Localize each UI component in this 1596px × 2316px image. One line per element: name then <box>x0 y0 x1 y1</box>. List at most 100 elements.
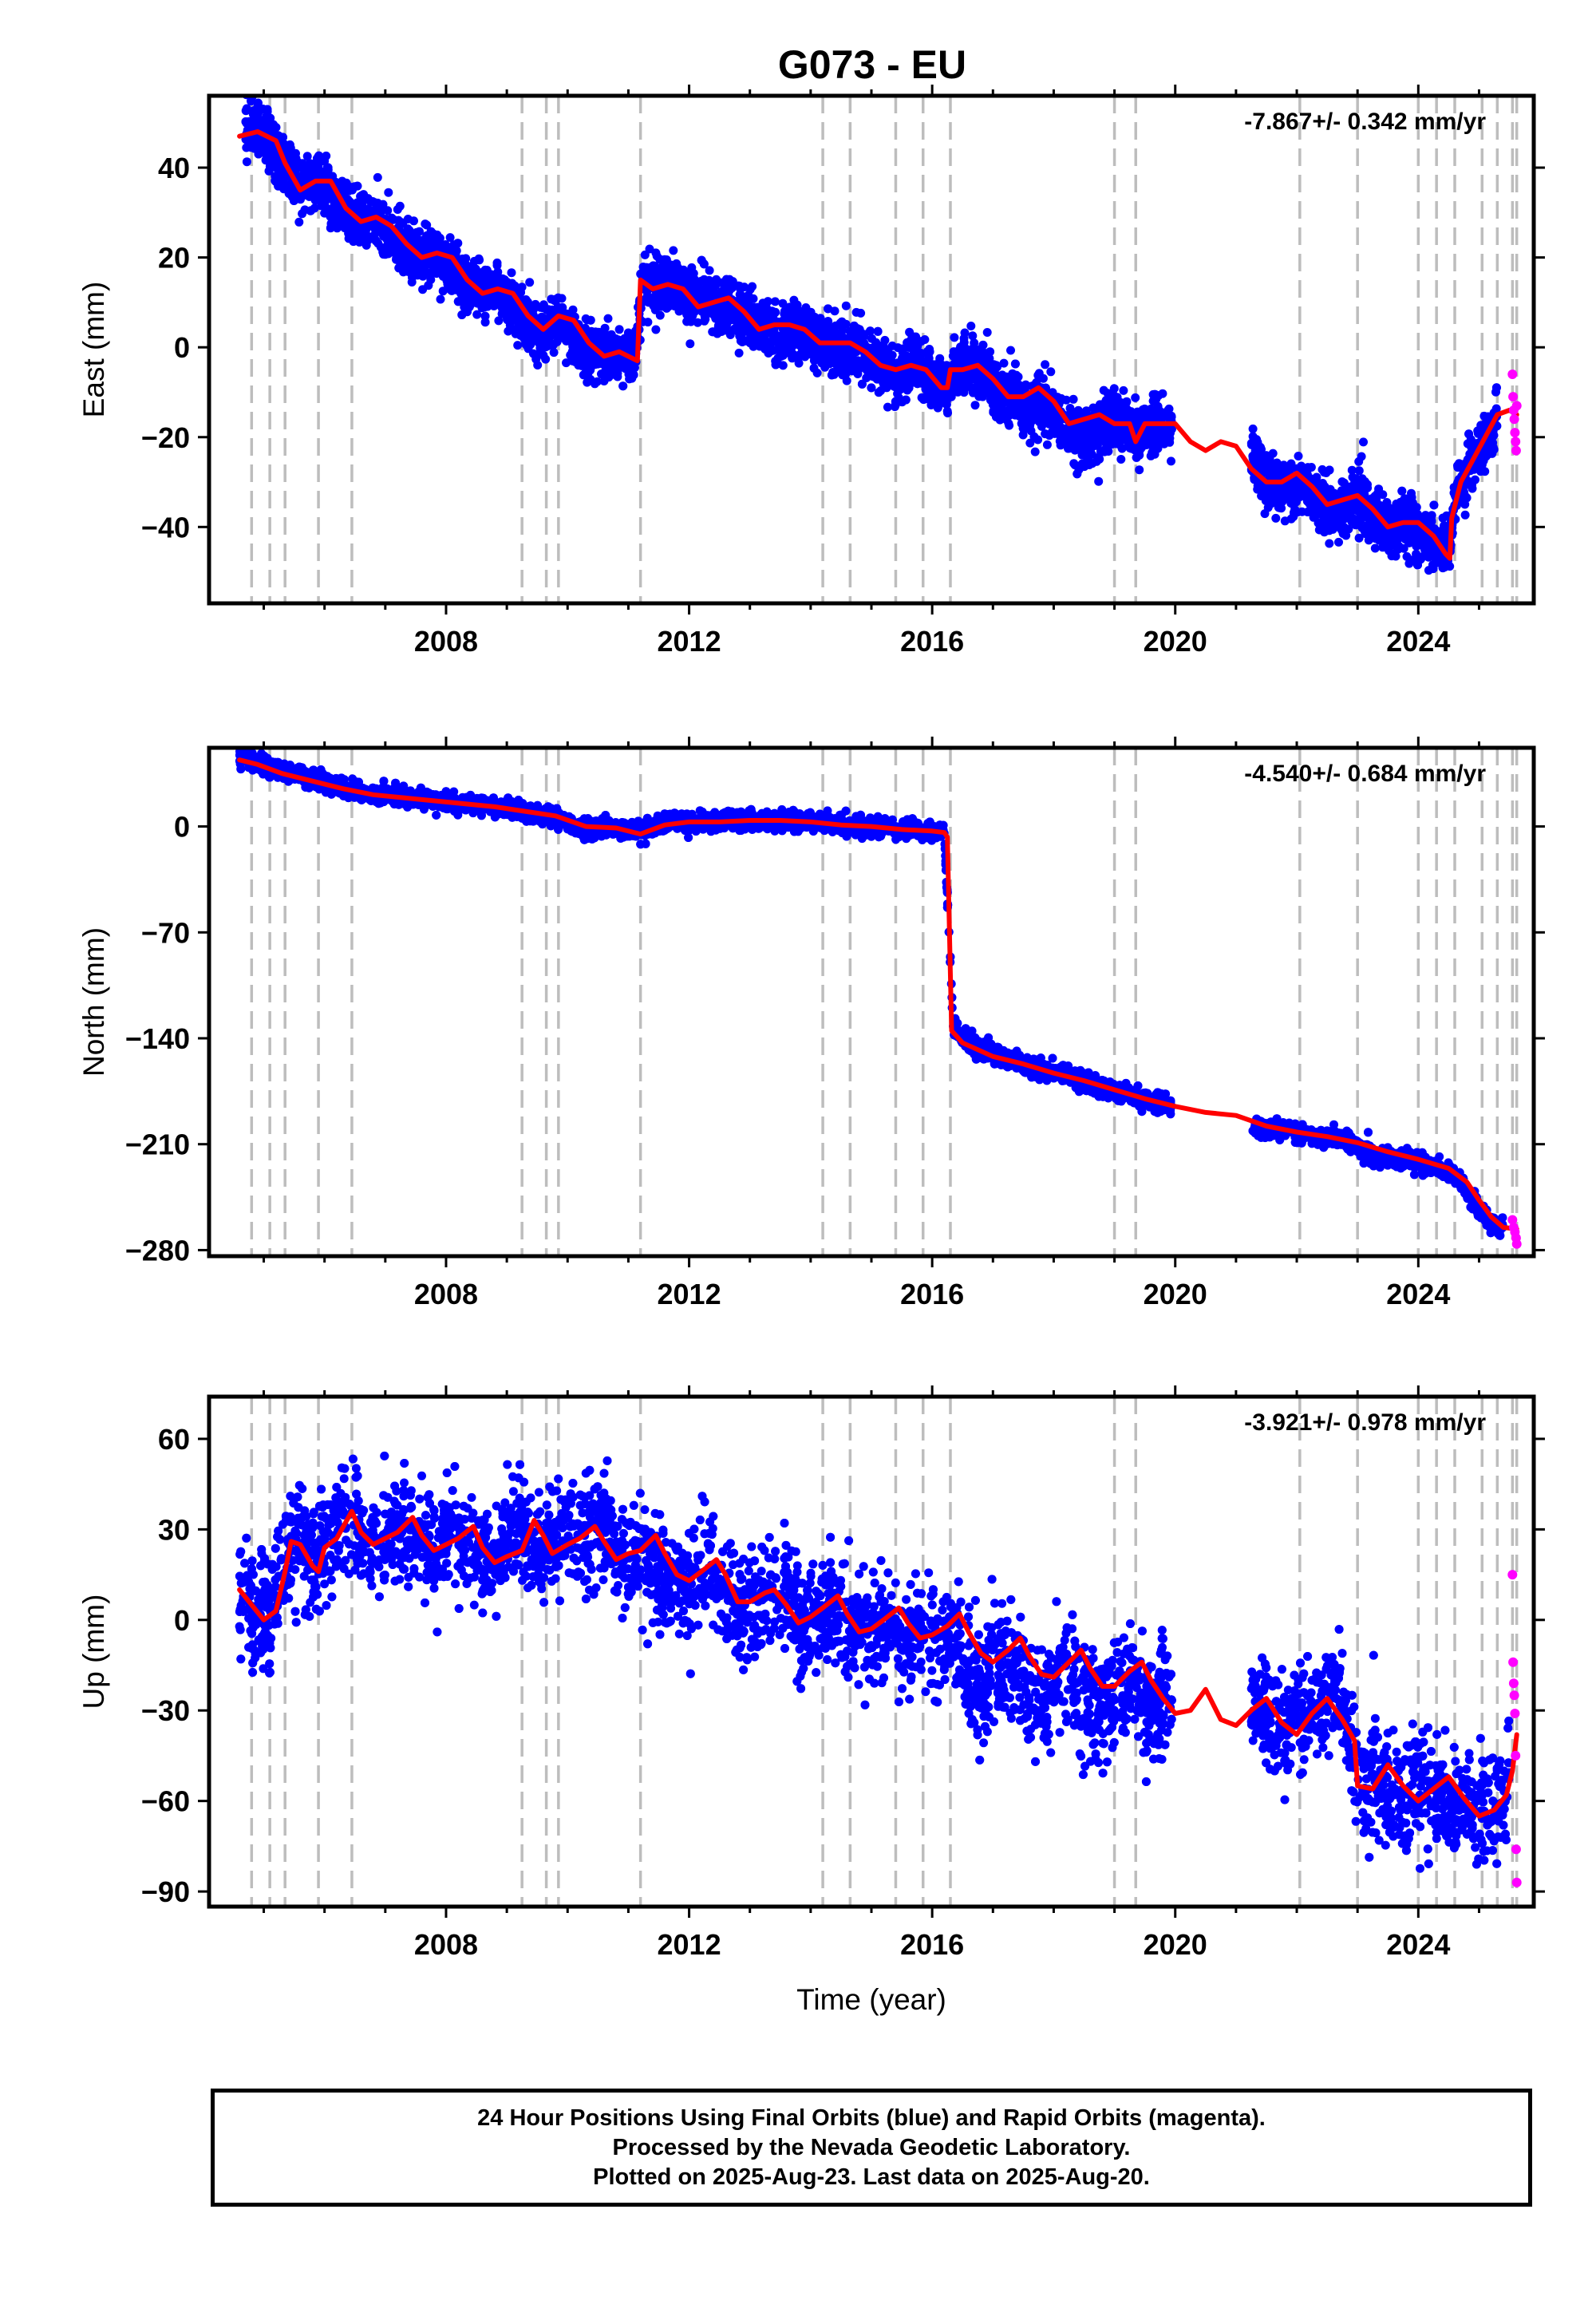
east-final-point <box>539 350 548 360</box>
east-final-point <box>1148 448 1157 457</box>
east-final-point <box>600 323 610 333</box>
east-final-point <box>693 318 702 327</box>
east-final-point <box>903 338 912 347</box>
east-final-point <box>1402 551 1412 561</box>
east-final-point <box>880 335 890 345</box>
east-final-point <box>468 296 478 306</box>
east-final-point <box>1359 437 1368 447</box>
east-final-point <box>968 331 978 341</box>
east-final-point <box>830 306 839 316</box>
east-final-point <box>1364 536 1373 545</box>
east-final-point <box>294 217 304 227</box>
east-final-point <box>314 151 324 160</box>
east-final-point <box>384 188 393 197</box>
east-final-point <box>317 201 326 211</box>
east-final-point <box>242 157 251 167</box>
east-final-point <box>770 297 780 306</box>
east-final-point <box>445 233 455 243</box>
east-final-point <box>1081 406 1091 416</box>
east-final-point <box>1103 389 1112 398</box>
east-final-point <box>876 386 886 396</box>
east-final-point <box>533 361 543 370</box>
east-final-point <box>562 358 571 368</box>
east-final-point <box>525 278 535 287</box>
east-final-point <box>1348 472 1357 482</box>
east-final-point <box>1116 455 1126 464</box>
east-final-point <box>298 209 307 219</box>
east-final-point <box>999 358 1009 368</box>
east-final-point <box>851 363 860 373</box>
east-final-point <box>1042 440 1052 449</box>
figure-title: G073 - EU <box>778 42 966 87</box>
east-final-point <box>867 334 876 343</box>
east-final-point <box>1119 385 1128 395</box>
east-final-point <box>1286 514 1296 524</box>
east-final-point <box>298 159 307 168</box>
east-final-point <box>1037 421 1046 431</box>
east-final-point <box>342 178 351 188</box>
east-final-point <box>1325 539 1334 548</box>
east-final-point <box>1354 456 1364 466</box>
east-final-point <box>259 120 269 129</box>
east-final-orbit-points <box>241 96 1502 575</box>
east-final-point <box>504 326 513 336</box>
east-final-point <box>1391 551 1400 561</box>
east-final-point <box>907 332 917 341</box>
east-final-point <box>403 215 413 223</box>
east-final-point <box>1034 369 1044 378</box>
east-final-point <box>346 197 354 207</box>
east-final-point <box>883 402 892 412</box>
east-final-point <box>1048 388 1057 397</box>
east-final-point <box>1029 432 1039 441</box>
east-final-point <box>1294 452 1303 460</box>
east-final-point <box>480 318 490 327</box>
east-final-point <box>748 282 757 291</box>
east-final-point <box>645 244 654 254</box>
east-final-point <box>378 247 388 257</box>
east-final-point <box>960 328 970 338</box>
east-final-point <box>506 306 516 316</box>
east-final-point <box>920 335 930 344</box>
east-final-point <box>982 328 992 337</box>
east-final-point <box>685 339 695 349</box>
east-plot-area <box>237 96 1522 603</box>
east-final-point <box>809 363 819 373</box>
east-final-point <box>911 340 920 350</box>
east-final-point <box>1314 525 1324 535</box>
east-final-point <box>705 266 714 275</box>
east-final-point <box>1094 476 1104 486</box>
east-final-point <box>1460 510 1470 520</box>
east-final-point <box>1135 465 1144 475</box>
east-final-point <box>322 151 331 160</box>
east-final-point <box>531 350 541 359</box>
east-final-point <box>1109 384 1119 393</box>
east-final-point <box>1131 393 1140 402</box>
east-final-point <box>1006 346 1015 355</box>
east-final-point <box>507 268 516 278</box>
east-final-point <box>1167 456 1175 466</box>
east-final-point <box>1025 438 1035 448</box>
east-final-point <box>1069 394 1078 404</box>
east-final-point <box>749 335 759 345</box>
east-final-point <box>603 314 613 323</box>
east-final-point <box>774 339 784 349</box>
east-final-point <box>993 362 1001 372</box>
east-final-point <box>948 351 958 361</box>
east-final-point <box>494 316 504 326</box>
east-final-point <box>1248 424 1258 433</box>
east-final-point <box>1271 513 1281 523</box>
east-final-point <box>1114 440 1124 449</box>
east-final-point <box>887 341 897 350</box>
east-final-point <box>358 199 367 208</box>
east-final-point <box>310 204 319 213</box>
east-final-point <box>942 400 951 409</box>
east-final-point <box>856 308 866 318</box>
east-final-point <box>640 250 650 259</box>
east-final-point <box>1491 404 1501 413</box>
east-final-point <box>326 219 336 228</box>
east-final-point <box>614 325 624 334</box>
east-final-point <box>526 301 535 310</box>
east-final-point <box>1112 393 1122 402</box>
